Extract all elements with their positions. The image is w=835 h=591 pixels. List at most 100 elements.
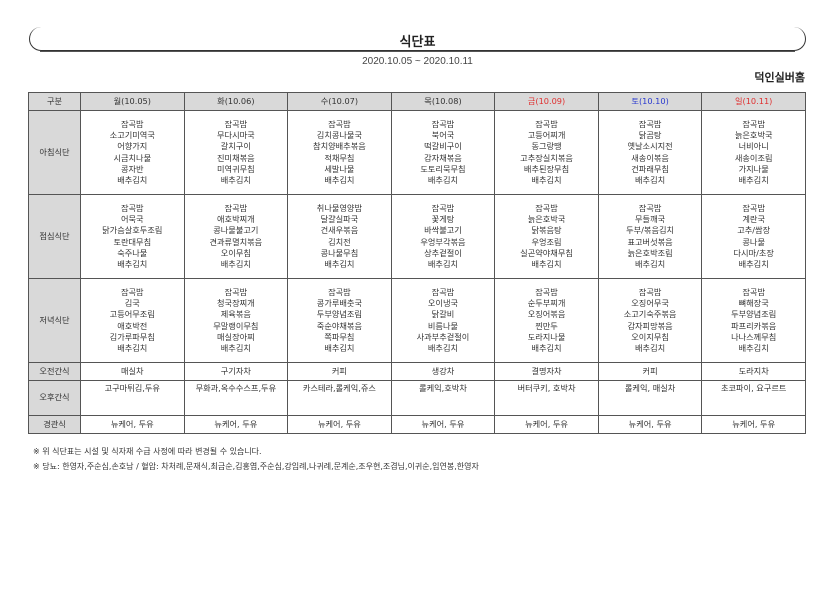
- menu-item: 제육볶음: [220, 309, 251, 320]
- menu-item: 적채무침: [324, 152, 355, 163]
- menu-cell: 잡곡밥 소고기미역국 어향가지 시금치나물 콩자반 배추김치: [80, 110, 185, 195]
- menu-item: 배추김치: [531, 174, 562, 185]
- note-change: ※ 위 식단표는 시설 및 식자재 수급 사정에 따라 변경될 수 있습니다.: [33, 447, 262, 456]
- menu-item: 동그랑땡: [531, 141, 562, 152]
- snack-cell: 롤케익, 매실차: [597, 380, 703, 416]
- title-frame: [29, 27, 806, 51]
- menu-item: 감자피망볶음: [627, 320, 673, 331]
- menu-cell: 잡곡밥 오이냉국 닭갈비 비름나물 사과부추겉절이 배추김치: [390, 278, 496, 363]
- snack-cell: 고구마튀김,두유: [80, 380, 185, 416]
- menu-item: 세발나물: [324, 163, 355, 174]
- snack-cell: 뉴케어, 두유: [287, 415, 392, 434]
- menu-item: 배추김치: [738, 174, 769, 185]
- menu-item: 오이냉국: [427, 298, 459, 309]
- row-label: 오후간식: [28, 380, 81, 416]
- menu-item: 가지나물: [738, 163, 769, 174]
- menu-item: 나나스께무침: [731, 331, 777, 342]
- snack-cell: 무화과,옥수수스프,두유: [183, 380, 289, 416]
- date-range: 2020.10.05 ~ 2020.10.11: [362, 56, 473, 67]
- menu-item: 어향가지: [117, 141, 148, 152]
- menu-cell: 잡곡밥 북어국 떡갈비구이 감자채볶음 도토리묵무침 배추김치: [390, 110, 496, 195]
- menu-item: 쪽파무침: [324, 331, 355, 342]
- menu-item: 잡곡밥: [431, 118, 455, 129]
- menu-cell: 잡곡밥 닭곰탕 옛날소시지전 새송이볶음 건파래무침 배추김치: [597, 110, 703, 195]
- menu-item: 잡곡밥: [431, 202, 455, 213]
- corner-header: 구분: [28, 92, 81, 111]
- day-header: 수(10.07): [287, 92, 392, 111]
- menu-item: 김치콩나물국: [316, 130, 362, 141]
- menu-item: 우엉조림: [531, 236, 562, 247]
- menu-cell: 잡곡밥 김치콩나물국 참치양배추볶음 적채무침 세발나물 배추김치: [287, 110, 392, 195]
- note-patients: ※ 당뇨: 한영자,주순심,손호남 / 혈압: 차처례,문재식,최금순,김홍엽,…: [33, 462, 479, 471]
- menu-item: 오징어무국: [631, 298, 669, 309]
- menu-item: 배추김치: [635, 342, 666, 353]
- menu-item: 배추김치: [531, 258, 562, 269]
- snack-cell: 커피: [287, 362, 392, 381]
- menu-item: 두부양념조림: [731, 309, 777, 320]
- title-underline: [40, 51, 795, 52]
- menu-item: 잡곡밥: [328, 286, 351, 297]
- meal-table: 구분 월(10.05) 화(10.06) 수(10.07) 목(10.08) 금(10.…: [28, 92, 806, 434]
- menu-item: 늙은호박조림: [627, 247, 673, 258]
- menu-item: 배추김치: [324, 342, 355, 353]
- day-header: 일(10.11): [701, 92, 806, 111]
- menu-item: 고추장실치볶음: [520, 152, 573, 163]
- snack-row: 경관식 뉴케어, 두유 뉴케어, 두유 뉴케어, 두유 뉴케어, 두유 뉴케어, 두유 뉴케…: [28, 415, 806, 434]
- menu-item: 건새우볶음: [320, 225, 359, 236]
- menu-item: 닭가슴살호두조림: [102, 225, 163, 236]
- menu-item: 잡곡밥: [742, 286, 765, 297]
- menu-item: 무들깨국: [635, 214, 666, 225]
- menu-item: 배추김치: [427, 342, 459, 353]
- meal-row: 저녁식단 잡곡밥 김국 고등어무조림 애호박전 김가루파무침 배추김치 잡곡밥 청국장찌개 제육볶…: [28, 278, 806, 363]
- meal-row: 아침식단 잡곡밥 소고기미역국 어향가지 시금치나물 콩자반 배추김치 잡곡밥 무다시마국 갈치구…: [28, 110, 806, 195]
- snack-cell: 뉴케어, 두유: [390, 415, 496, 434]
- menu-item: 김치전: [328, 236, 351, 247]
- snack-cell: 뉴케어, 두유: [701, 415, 806, 434]
- menu-item: 파프리카볶음: [731, 320, 777, 331]
- menu-item: 사과부추겉절이: [416, 331, 470, 342]
- row-label: 경관식: [28, 415, 81, 434]
- menu-item: 잡곡밥: [742, 118, 765, 129]
- menu-item: 잡곡밥: [638, 118, 662, 129]
- menu-item: 배추김치: [117, 342, 148, 353]
- menu-item: 애호박전: [117, 320, 148, 331]
- menu-item: 잡곡밥: [120, 118, 144, 129]
- menu-item: 배추된장무침: [523, 163, 570, 174]
- menu-item: 새송이조림: [734, 152, 773, 163]
- menu-item: 청국장찌개: [217, 298, 255, 309]
- menu-cell: 잡곡밥 고등어찌개 동그랑땡 고추장실치볶음 배추된장무침 배추김치: [494, 110, 599, 195]
- menu-item: 실곤약야채무침: [520, 247, 573, 258]
- menu-item: 떡갈비구이: [424, 141, 462, 152]
- menu-item: 진미채볶음: [217, 152, 255, 163]
- notes: ※ 위 식단표는 시설 및 식자재 수급 사정에 따라 변경될 수 있습니다. …: [33, 444, 479, 474]
- menu-item: 표고버섯볶음: [627, 236, 673, 247]
- snack-cell: 커피: [597, 362, 703, 381]
- menu-item: 시금치나물: [113, 152, 152, 163]
- menu-item: 콩자반: [120, 163, 144, 174]
- menu-item: 오징어볶음: [527, 309, 566, 320]
- menu-item: 무말랭이무침: [213, 320, 259, 331]
- menu-item: 잡곡밥: [224, 286, 248, 297]
- snack-cell: 뉴케어, 두유: [80, 415, 185, 434]
- menu-item: 잡곡밥: [742, 202, 765, 213]
- menu-item: 배추김치: [427, 174, 459, 185]
- menu-cell: 잡곡밥 늙은호박국 너비아니 새송이조림 가지나물 배추김치: [701, 110, 806, 195]
- menu-item: 콩가루배춧국: [316, 298, 362, 309]
- snack-cell: 뉴케어, 두유: [494, 415, 599, 434]
- menu-item: 닭곰탕: [638, 130, 662, 141]
- menu-item: 애호박찌개: [217, 214, 255, 225]
- menu-item: 고추/쌈장: [737, 225, 771, 236]
- menu-cell: 잡곡밥 뼈해장국 두부양념조림 파프리카볶음 나나스께무침 배추김치: [701, 278, 806, 363]
- menu-item: 취나물영양밥: [316, 202, 362, 213]
- menu-item: 죽순야채볶음: [316, 320, 362, 331]
- snack-cell: 버터쿠키, 호박차: [494, 380, 599, 416]
- menu-item: 고등어무조림: [109, 309, 155, 320]
- menu-item: 숙주나물: [117, 247, 148, 258]
- menu-item: 두부/볶음김치: [626, 225, 675, 236]
- menu-cell: 잡곡밥 오징어무국 소고기숙주볶음 감자피망볶음 오이지무침 배추김치: [597, 278, 703, 363]
- menu-item: 배추김치: [531, 342, 562, 353]
- menu-cell: 잡곡밥 어묵국 닭가슴살호두조림 토란대무침 숙주나물 배추김치: [80, 194, 185, 279]
- row-label: 저녁식단: [28, 278, 81, 363]
- menu-item: 배추김치: [324, 174, 355, 185]
- menu-item: 콩나물: [742, 236, 765, 247]
